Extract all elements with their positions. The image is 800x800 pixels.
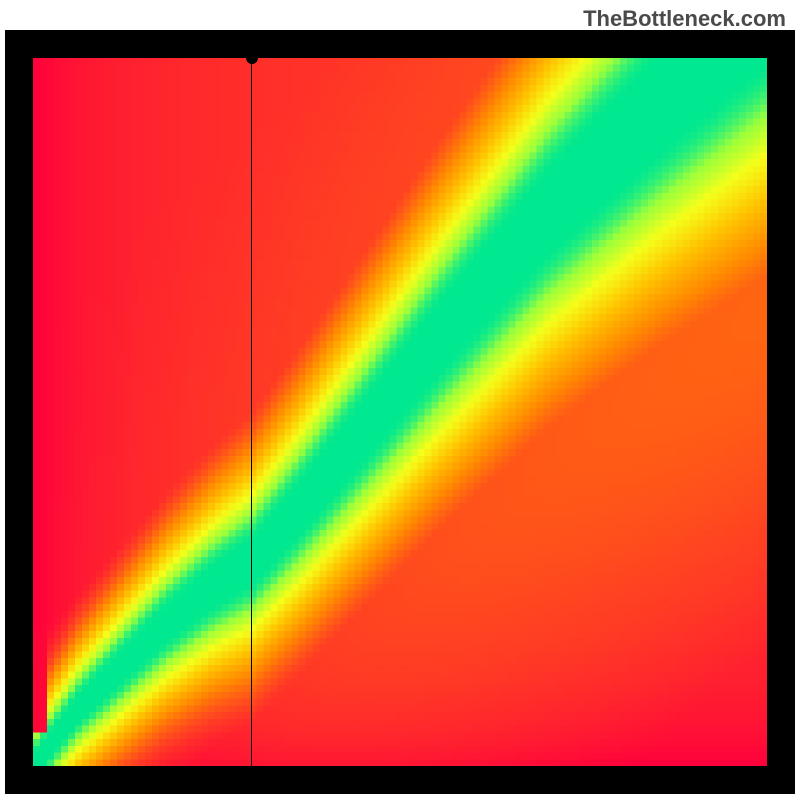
- root-container: TheBottleneck.com: [0, 0, 800, 800]
- marker-top-dot: [246, 52, 258, 64]
- marker-vertical-line: [251, 58, 252, 766]
- attribution-watermark: TheBottleneck.com: [583, 6, 786, 32]
- bottleneck-heatmap: [33, 58, 767, 766]
